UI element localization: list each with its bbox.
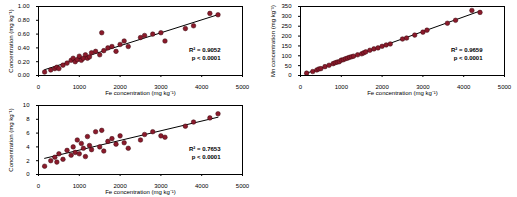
- svg-text:1.00: 1.00: [18, 3, 30, 9]
- svg-text:1000: 1000: [73, 183, 87, 189]
- svg-text:10: 10: [23, 102, 30, 108]
- svg-text:R² = 0.9052p < 0.0001: R² = 0.9052p < 0.0001: [189, 47, 221, 61]
- svg-text:8: 8: [26, 116, 30, 122]
- svg-text:0.20: 0.20: [18, 59, 30, 65]
- svg-text:2000: 2000: [375, 83, 389, 90]
- svg-text:1000: 1000: [73, 84, 87, 90]
- svg-text:R² = 0.7653p < 0.0001: R² = 0.7653p < 0.0001: [189, 146, 221, 160]
- svg-text:2000: 2000: [113, 83, 127, 90]
- svg-text:50: 50: [285, 63, 292, 69]
- svg-text:0.80: 0.80: [18, 17, 30, 23]
- svg-text:5000: 5000: [236, 183, 250, 189]
- svg-text:6: 6: [26, 130, 30, 136]
- svg-text:3000: 3000: [154, 83, 168, 90]
- svg-text:R² = 0.9659p < 0.0001: R² = 0.9659p < 0.0001: [451, 47, 483, 61]
- svg-text:350: 350: [281, 3, 292, 9]
- svg-text:0: 0: [299, 84, 303, 90]
- svg-text:300: 300: [281, 13, 292, 19]
- svg-text:4: 4: [26, 144, 30, 150]
- svg-text:Mn concentration (mg kg⁻¹): Mn concentration (mg kg⁻¹): [270, 5, 276, 77]
- svg-text:Fe concentration (mg kg⁻¹): Fe concentration (mg kg⁻¹): [105, 90, 176, 96]
- svg-text:0: 0: [37, 183, 41, 189]
- svg-text:5000: 5000: [498, 84, 512, 90]
- svg-text:250: 250: [281, 23, 292, 29]
- svg-text:0: 0: [26, 171, 30, 177]
- svg-text:5000: 5000: [236, 84, 250, 90]
- svg-text:100: 100: [281, 53, 292, 59]
- svg-text:0: 0: [37, 84, 41, 90]
- svg-text:4000: 4000: [195, 84, 209, 90]
- svg-text:2000: 2000: [113, 182, 127, 189]
- svg-text:4000: 4000: [457, 84, 471, 90]
- svg-text:200: 200: [281, 33, 292, 39]
- svg-text:0: 0: [288, 72, 292, 78]
- svg-text:0.60: 0.60: [18, 31, 30, 37]
- svg-text:3000: 3000: [154, 182, 168, 189]
- svg-text:3000: 3000: [416, 83, 430, 90]
- svg-text:0.40: 0.40: [18, 45, 30, 51]
- svg-text:Fe concentration (mg kg⁻¹): Fe concentration (mg kg⁻¹): [105, 189, 176, 195]
- svg-text:1000: 1000: [335, 84, 349, 90]
- svg-text:Fe concentration (mg kg⁻¹): Fe concentration (mg kg⁻¹): [367, 90, 438, 96]
- svg-text:Concentration (mg kg⁻¹): Concentration (mg kg⁻¹): [8, 9, 14, 72]
- svg-text:4000: 4000: [195, 183, 209, 189]
- svg-text:2: 2: [26, 158, 30, 164]
- svg-text:Concentration (mg kg⁻¹): Concentration (mg kg⁻¹): [8, 108, 14, 171]
- svg-text:150: 150: [281, 43, 292, 49]
- svg-text:0.00: 0.00: [18, 72, 30, 78]
